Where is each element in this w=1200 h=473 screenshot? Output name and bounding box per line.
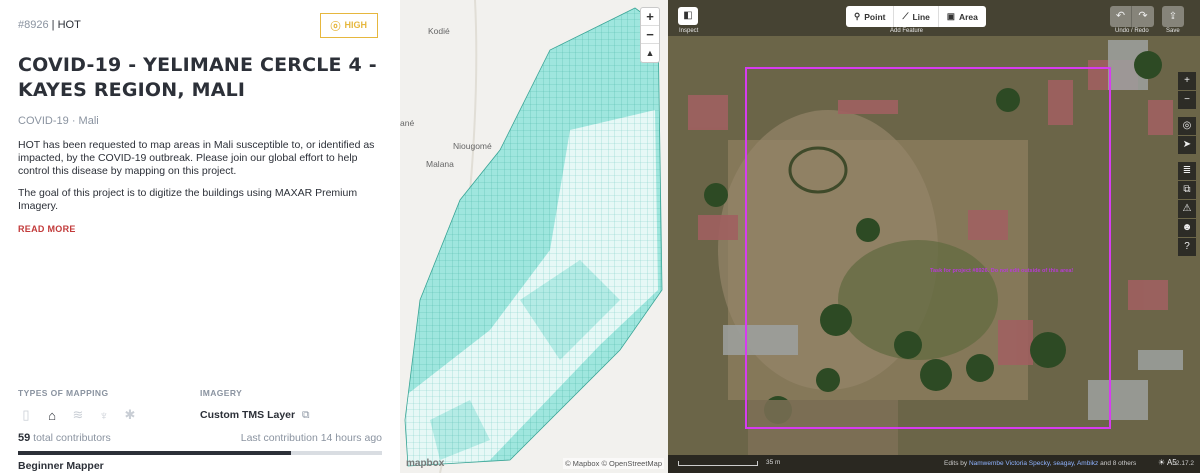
buildings-icon: ⌂ [48,407,56,423]
background-layers-icon[interactable]: ≣ [1178,162,1196,180]
task-boundary-note: Task for project #8926. Do not edit outs… [930,268,1074,274]
project-meta: TYPES OF MAPPING ▯ ⌂ ≋ ♆ ✱ IMAGERY Custom TM… [18,388,382,423]
help-icon[interactable]: ? [1178,238,1196,256]
progress-bar-fill [18,451,291,455]
place-label: Kodié [428,26,450,36]
imagery-name: Custom TMS Layer [200,409,296,421]
imagery-section: IMAGERY Custom TMS Layer ⧉ [200,388,382,423]
campaign-link[interactable]: COVID-19 [18,115,69,127]
line-icon: ⟋ [902,11,909,21]
add-feature-label: Add Feature [890,28,924,34]
progress-bar [18,451,382,455]
map-side-controls: + − ◎ ➤ ≣ ⧉ ⚠ ☻? [1178,72,1196,257]
country-link[interactable]: Mali [78,115,99,127]
undo-redo-group: ↶ ↷ [1110,6,1154,27]
undo-redo-label: Undo / Redo [1115,28,1149,34]
project-title: COVID-19 - YELIMANE CERCLE 4 - KAYES REG… [18,54,377,101]
other-icon: ✱ [124,407,136,422]
priority-badge: ⓞ HIGH [319,12,378,38]
types-heading: TYPES OF MAPPING [18,388,109,398]
map-controls: + − ▲ [640,7,660,63]
contributors-row: 59 total contributors Last contribution … [18,432,382,444]
edits-users[interactable]: Namwembe Victoria Specky, seagay, Ambikz [968,460,1099,467]
imagery-value: Custom TMS Layer ⧉ [200,409,382,422]
zoom-out-button[interactable]: − [1178,91,1196,109]
redo-button[interactable]: ↷ [1132,6,1154,27]
edits-attribution: Edits by Namwembe Victoria Specky, seaga… [944,460,1136,467]
save-button[interactable]: ⇪ [1162,6,1184,27]
project-info-panel: #8926 | HOT ⓞ HIGH COVID-19 - YELIMANE C… [0,0,400,473]
place-label: ané [400,118,415,128]
inspect-label: Inspect [679,28,699,34]
copy-icon[interactable]: ⧉ [302,409,310,421]
contributors-count: 59 [18,432,31,444]
satellite-imagery[interactable] [668,0,1200,473]
contributors-total: 59 total contributors [18,432,111,444]
control-gap [1178,110,1196,116]
map-data-icon[interactable]: ⧉ [1178,181,1196,199]
inspect-button[interactable]: ◧ [678,7,698,25]
campaign-line: COVID-19 · Mali [18,115,382,127]
add-point-label: Point [864,11,886,22]
save-label: Save [1166,28,1180,34]
contributors-label: total contributors [33,432,111,444]
imagery-heading: IMAGERY [200,388,243,398]
task-grid[interactable] [400,0,668,473]
control-gap [1178,155,1196,161]
road-icon: ▯ [22,407,30,422]
read-more-link[interactable]: READ MORE [18,224,76,234]
add-feature-group: ⚲ Point ⟋ Line ▣ Area [846,6,986,27]
project-organisation: HOT [57,19,81,31]
project-id-line: #8926 | HOT [18,19,81,31]
project-description: HOT has been requested to map areas in M… [18,139,375,177]
scale-bar[interactable] [678,461,758,466]
point-icon: ⚲ [854,11,861,21]
add-area-button[interactable]: ▣ Area [938,6,986,27]
id-separator: | [51,19,58,31]
add-point-button[interactable]: ⚲ Point [846,6,895,27]
project-id: #8926 [18,19,49,31]
edits-suffix: and 8 others [1100,460,1137,467]
status-icons[interactable]: ☀ A5 [1158,458,1177,467]
priority-icon: ⓞ [330,21,341,33]
add-line-label: Line [912,11,930,22]
mapper-level: Beginner Mapper [18,460,104,472]
place-label: Niougomé [453,141,492,151]
id-editor[interactable]: ◧ Inspect ⚲ Point ⟋ Line ▣ Area Add Feat… [668,0,1200,473]
preferences-icon[interactable]: ☻ [1178,219,1196,237]
task-grid-svg[interactable] [400,0,668,473]
editor-version[interactable]: 2.17.2 [1175,460,1194,467]
task-map[interactable]: + − ▲ Kodié ané Niougomé Malana mapbox ©… [400,0,668,473]
task-boundary [745,67,1111,429]
issues-icon[interactable]: ⚠ [1178,200,1196,218]
priority-label: HIGH [344,20,368,30]
zoom-out-button[interactable]: − [641,26,659,44]
zoom-in-button[interactable]: + [641,8,659,26]
geolocate-icon[interactable]: ➤ [1178,136,1196,154]
landuse-icon: ♆ [99,407,109,423]
mapbox-logo[interactable]: mapbox [406,458,445,469]
project-goal: The goal of this project is to digitize … [18,187,358,212]
project-id-row: #8926 | HOT ⓞ HIGH [18,12,382,38]
last-contribution: Last contribution 14 hours ago [240,432,382,444]
zoom-in-button[interactable]: + [1178,72,1196,90]
edits-prefix: Edits by [944,460,968,467]
map-attribution[interactable]: © Mapbox © OpenStreetMap [563,458,664,469]
zoom-to-icon[interactable]: ◎ [1178,117,1196,135]
place-label: Malana [426,159,454,169]
waterways-icon: ≋ [72,407,84,422]
undo-button[interactable]: ↶ [1110,6,1132,27]
compass-button[interactable]: ▲ [645,48,655,58]
add-line-button[interactable]: ⟋ Line [894,6,939,27]
scale-label: 35 m [766,459,781,466]
editor-footer: 35 m Edits by Namwembe Victoria Specky, … [668,455,1200,473]
campaign-separator: · [71,115,79,127]
area-icon: ▣ [946,11,955,21]
add-area-label: Area [958,11,978,22]
project-boundary [404,7,663,467]
types-of-mapping: TYPES OF MAPPING ▯ ⌂ ≋ ♆ ✱ [18,388,200,423]
mapping-type-icons: ▯ ⌂ ≋ ♆ ✱ [18,407,200,423]
